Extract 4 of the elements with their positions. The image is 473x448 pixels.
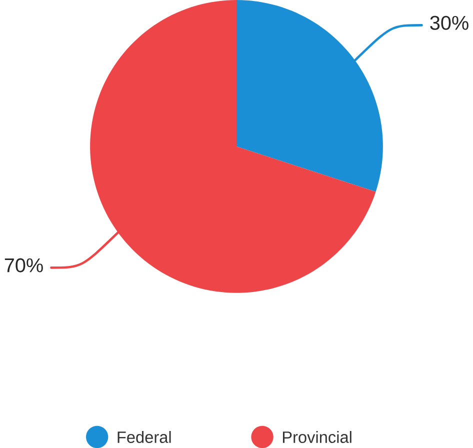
legend-label: Provincial	[282, 430, 352, 443]
data-label: 30%	[430, 16, 468, 30]
data-label: 70%	[4, 258, 43, 272]
legend-label: Federal	[118, 430, 171, 443]
